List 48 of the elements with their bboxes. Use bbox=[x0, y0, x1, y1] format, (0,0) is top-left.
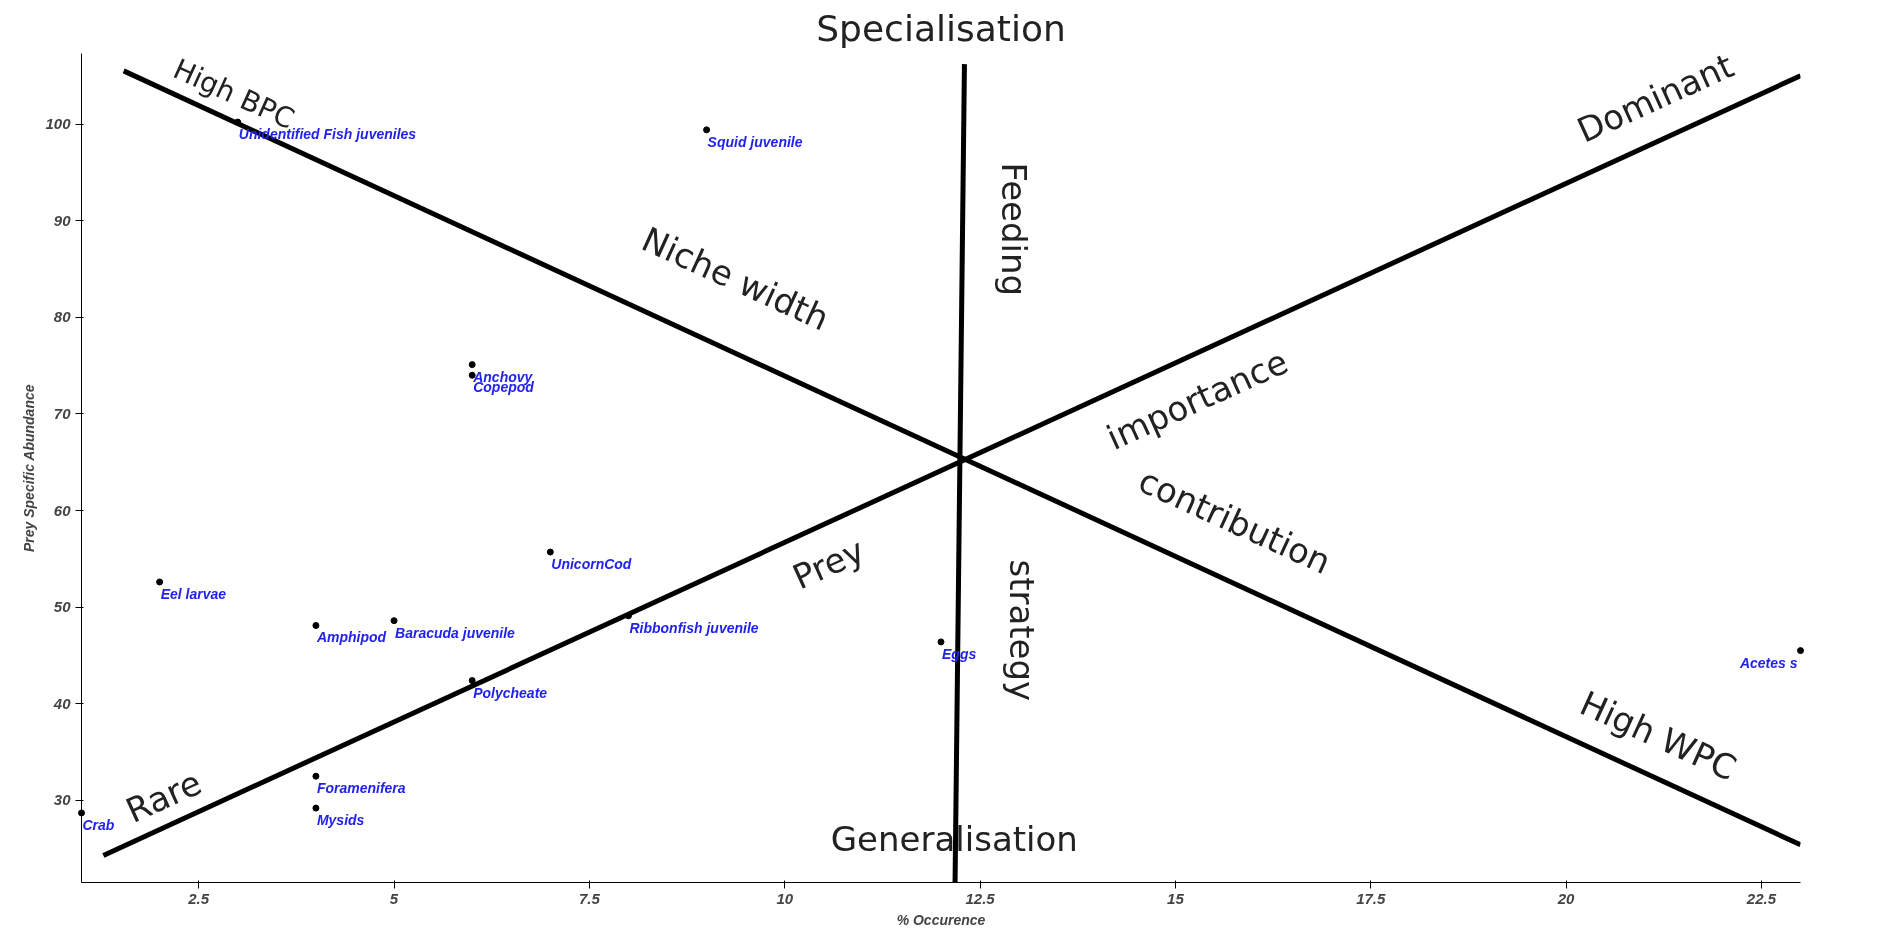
point bbox=[312, 622, 320, 629]
point bbox=[546, 548, 554, 556]
chart-title: Specialisation bbox=[816, 7, 1066, 49]
x-axis-title: % Occurence bbox=[896, 911, 986, 928]
y-tick-label: 70 bbox=[53, 404, 72, 422]
annotation: High WPC bbox=[1574, 682, 1743, 789]
x-tick-label: 2.5 bbox=[187, 889, 210, 907]
x-tick-label: 10 bbox=[776, 889, 794, 907]
y-tick-label: 50 bbox=[53, 598, 72, 616]
annotation: UnicornCod bbox=[551, 556, 632, 573]
point bbox=[78, 809, 85, 817]
x-tick-label: 20 bbox=[1556, 889, 1576, 907]
x-tick-label: 7.5 bbox=[578, 889, 601, 907]
y-tick-label: 90 bbox=[53, 211, 72, 229]
point bbox=[156, 578, 164, 586]
annotation: strategy bbox=[1002, 559, 1043, 702]
annotation: Acetes s bbox=[1738, 654, 1798, 671]
x-tick-label: 12.5 bbox=[965, 889, 996, 907]
annotation: Crab bbox=[82, 816, 115, 833]
annotation: Feeding bbox=[994, 162, 1035, 297]
point bbox=[703, 126, 711, 134]
y-tick-label: 80 bbox=[53, 308, 72, 326]
y-tick-label: 40 bbox=[52, 694, 72, 712]
annotation: Foramenifera bbox=[316, 780, 406, 797]
annotation: Polycheate bbox=[473, 684, 548, 701]
point bbox=[312, 772, 320, 780]
x-tick-label: 17.5 bbox=[1356, 889, 1386, 907]
annotation: Baracuda juvenile bbox=[395, 624, 516, 641]
point bbox=[468, 361, 476, 369]
y-tick-label: 30 bbox=[53, 791, 72, 809]
annotation: Prey bbox=[786, 530, 871, 598]
annotation: Ribbonfish juvenile bbox=[629, 619, 759, 636]
point bbox=[390, 617, 398, 625]
x-tick-label: 5 bbox=[389, 889, 399, 907]
y-tick-label: 60 bbox=[53, 501, 72, 519]
point bbox=[1797, 647, 1804, 655]
annotation: Rare bbox=[119, 762, 208, 831]
x-tick-label: 15 bbox=[1167, 889, 1185, 907]
y-tick-label: 100 bbox=[45, 115, 72, 133]
annotation: Squid juvenile bbox=[707, 133, 803, 150]
annotation: Amphipod bbox=[315, 629, 387, 646]
point bbox=[468, 677, 476, 685]
point bbox=[312, 804, 320, 812]
annotation: Mysids bbox=[316, 812, 365, 829]
y-axis-title: Prey Specific Abundance bbox=[21, 384, 38, 553]
annotation: Eel larvae bbox=[160, 586, 227, 603]
point bbox=[937, 638, 945, 646]
x-tick-label: 22.5 bbox=[1745, 889, 1777, 907]
